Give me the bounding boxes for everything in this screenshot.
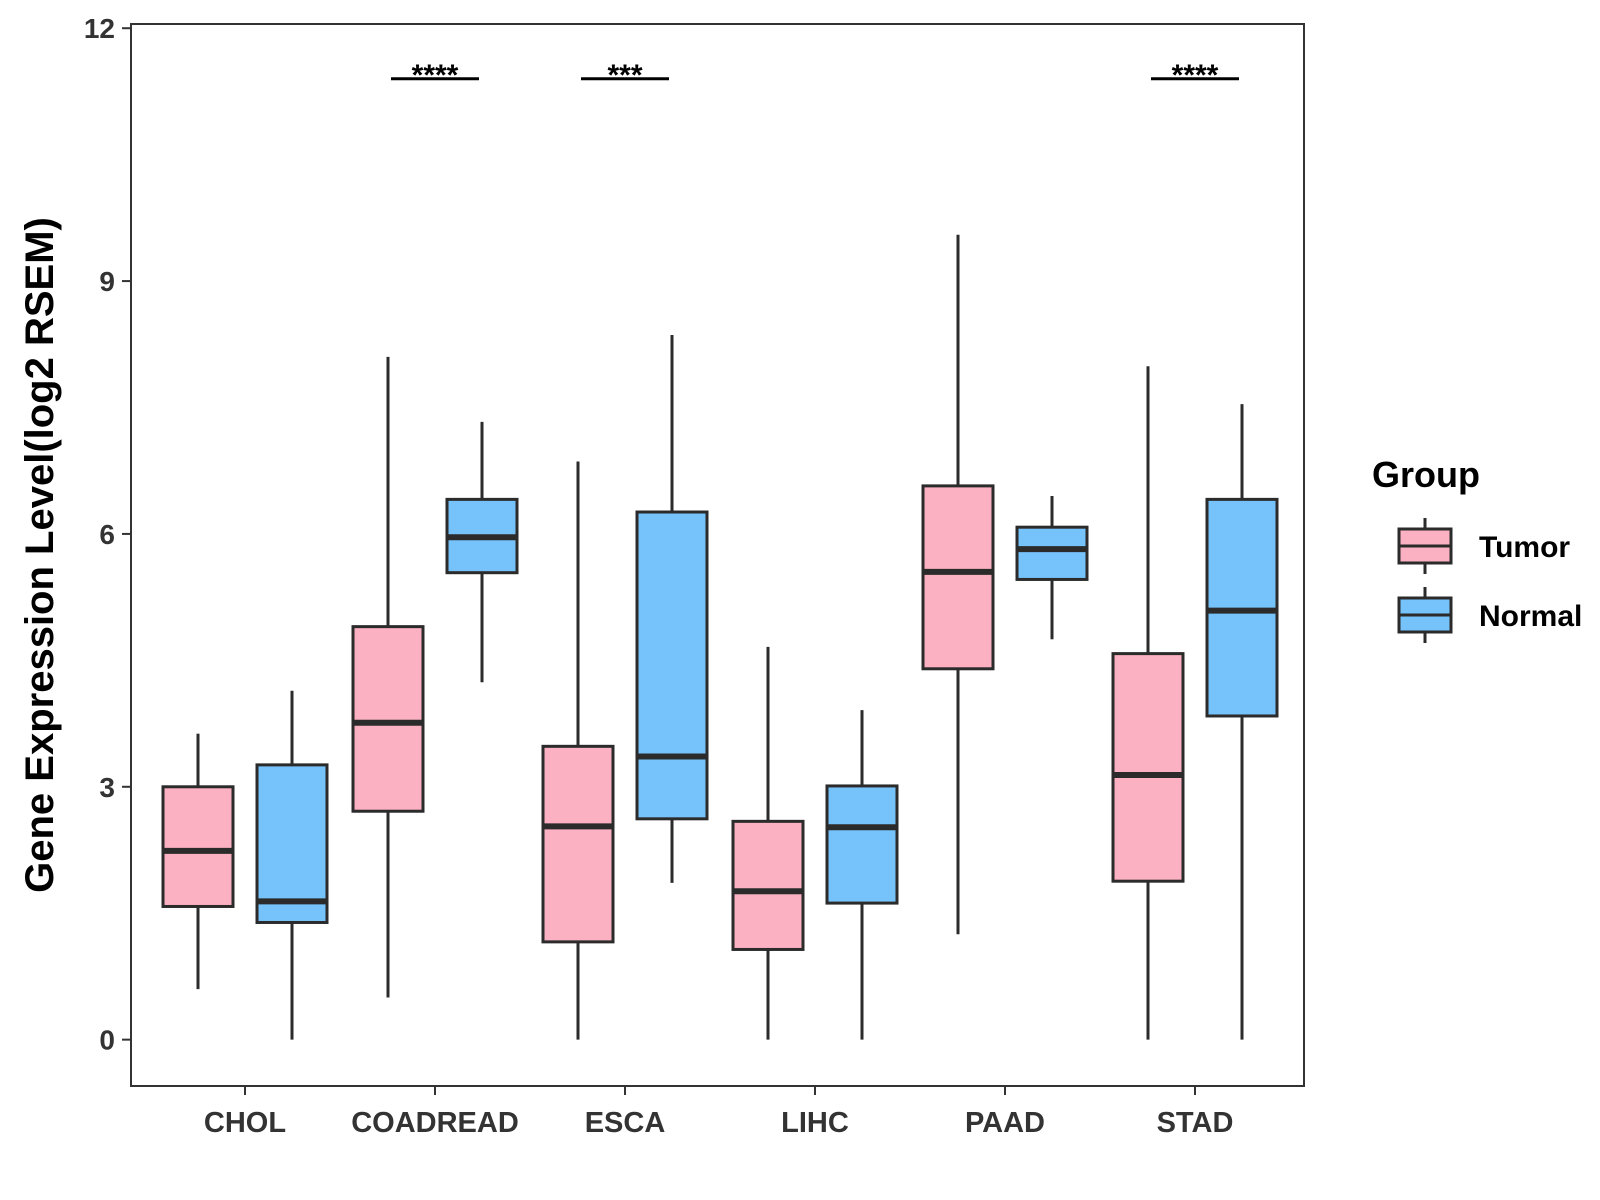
- x-tick-label-coadread: COADREAD: [351, 1107, 519, 1139]
- x-axis: CHOL COADREAD ESCA LIHC PAAD STAD: [204, 1086, 1233, 1139]
- x-tick-label-esca: ESCA: [585, 1107, 666, 1139]
- box-body: [161, 785, 235, 908]
- box-normal-chol: [255, 690, 329, 1040]
- box-tumor-esca: [541, 461, 615, 1040]
- significance-label: ****: [1172, 59, 1219, 92]
- y-axis-label: Gene Expression Level(log2 RSEM): [18, 217, 62, 893]
- y-tick-label: 6: [99, 519, 115, 550]
- legend-item-tumor: Tumor: [1397, 518, 1570, 574]
- legend-label-tumor: Tumor: [1479, 531, 1570, 564]
- legend-item-normal: Normal: [1397, 587, 1582, 643]
- box-body: [731, 819, 805, 951]
- box-body: [635, 510, 709, 821]
- box-normal-esca: [635, 335, 709, 883]
- box-tumor-stad: [1111, 366, 1185, 1040]
- box-body: [541, 744, 615, 944]
- box-normal-paad: [1015, 496, 1089, 640]
- box-body: [921, 484, 995, 671]
- y-tick-label: 12: [84, 13, 115, 44]
- x-tick-label-paad: PAAD: [965, 1107, 1045, 1139]
- y-axis: 0 3 6 9 12: [84, 13, 131, 1056]
- box-body: [1015, 525, 1089, 581]
- y-tick-label: 3: [99, 772, 115, 803]
- box-tumor-lihc: [731, 646, 805, 1040]
- box-body: [825, 784, 899, 905]
- box-body: [1111, 652, 1185, 883]
- significance-esca: ***: [581, 59, 669, 92]
- legend: Group Tumor Normal: [1372, 454, 1582, 643]
- significance-annotations: **** *** ****: [391, 59, 1239, 92]
- x-tick-label-lihc: LIHC: [781, 1107, 849, 1139]
- y-tick-label: 9: [99, 266, 115, 297]
- plot-panel: [130, 23, 1305, 1087]
- box-normal-coadread: [445, 421, 519, 683]
- significance-stad: ****: [1151, 59, 1239, 92]
- boxplot-series: [161, 234, 1279, 1040]
- box-tumor-chol: [161, 733, 235, 990]
- x-tick-label-stad: STAD: [1157, 1107, 1234, 1139]
- x-tick-label-chol: CHOL: [204, 1107, 286, 1139]
- box-tumor-paad: [921, 234, 995, 935]
- y-tick-label: 0: [99, 1025, 115, 1056]
- significance-coadread: ****: [391, 59, 479, 92]
- box-normal-lihc: [825, 710, 899, 1040]
- legend-label-normal: Normal: [1479, 600, 1582, 633]
- box-tumor-coadread: [351, 356, 425, 998]
- significance-label: ***: [607, 59, 642, 92]
- box-normal-stad: [1205, 404, 1279, 1040]
- box-body: [351, 625, 425, 813]
- significance-label: ****: [412, 59, 459, 92]
- box-body: [255, 763, 329, 924]
- legend-title: Group: [1372, 454, 1480, 495]
